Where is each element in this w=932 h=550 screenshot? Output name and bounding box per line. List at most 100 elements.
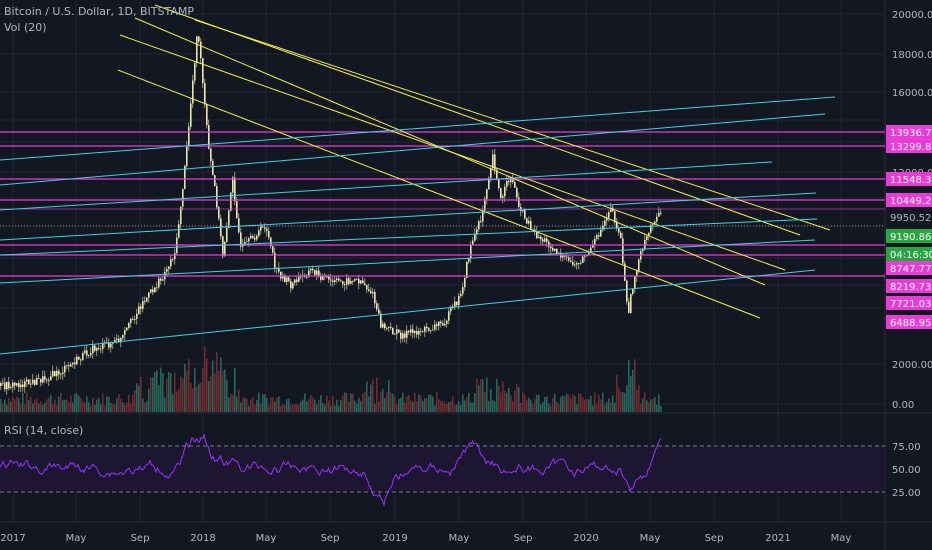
volume-bar [178,389,180,412]
volume-bar [532,403,534,412]
candle-body [62,372,64,374]
candle-body [430,330,432,332]
candle-body [112,342,114,344]
volume-bar [558,404,560,412]
volume-bar [246,399,248,412]
time-scale[interactable]: 2017 May Sep 2018 May Sep 2019 May Sep 2020 May Sep… [0,533,851,544]
candle-body [86,350,88,356]
candle-body [196,36,198,64]
candle-body [46,379,48,381]
candle-body [12,382,14,388]
rsi-scale[interactable]: 75.00 50.00 25.00 [892,442,921,499]
volume-bar [14,399,16,412]
candle-body [206,104,208,126]
volume-bar [128,394,130,412]
candle-body [338,278,340,281]
time-tick-label: May [831,533,852,544]
candle-body [422,331,424,333]
volume-bar [156,370,158,412]
volume-bar [654,396,656,412]
candle-body [550,246,552,249]
price-badge [886,193,932,207]
candle-body [224,241,226,257]
volume-bar [312,397,314,412]
candle-body [476,229,478,235]
candle-body [548,241,550,247]
volume-bar [190,382,192,412]
candle-body [360,280,362,284]
volume-bar [542,402,544,412]
trend-lines[interactable] [0,4,836,355]
candle-body [656,216,658,222]
candle-body [450,308,452,312]
candle-body [578,263,580,264]
volume-bar [46,399,48,412]
volume-bar [360,401,362,412]
volume-bar [656,404,658,412]
price-badge-label: 8747.77 [890,264,931,275]
candle-body [294,279,296,283]
volume-bar [434,405,436,412]
volume-bar [122,402,124,412]
volume-bar [288,398,290,412]
candle-body [474,234,476,241]
candle-body [308,270,310,277]
volume-bar [640,403,642,412]
candle-body [42,376,44,383]
volume-bar [530,399,532,412]
price-tick-label: 16000.00 [892,88,932,99]
volume-bar [376,377,378,412]
candle-body [144,301,146,302]
price-badge-label: 13299.82 [890,142,932,153]
symbol-title[interactable]: Bitcoin / U.S. Dollar, 1D, BITSTAMP [4,5,194,18]
volume-indicator-label[interactable]: Vol (20) [4,21,47,34]
volume-bar [228,397,230,412]
volume-bar [330,405,332,412]
candle-body [436,324,438,326]
horizontal-level-lines[interactable] [0,131,885,277]
candle-body [282,275,284,279]
volume-bar [442,400,444,412]
candle-body [372,292,374,294]
volume-bar [218,370,220,412]
volume-bar [208,380,210,412]
volume-bar [168,372,170,412]
rsi-indicator-label[interactable]: RSI (14, close) [4,424,84,437]
candle-body [198,36,200,42]
volume-bar [632,369,634,412]
candle-body [458,295,460,306]
candle-body [486,189,488,199]
candle-body [14,382,16,386]
candle-body [318,270,320,277]
candle-body [606,217,608,221]
volume-bar [150,377,152,412]
volume-bar [622,392,624,412]
candle-body [300,276,302,278]
candle-body [660,212,662,214]
candle-body [94,345,96,351]
volume-bar [170,373,172,412]
candle-body [28,379,30,385]
candle-body [162,279,164,281]
candle-body [540,236,542,240]
candle-body [352,280,354,282]
volume-bar [140,376,142,412]
volume-bar [332,395,334,412]
volume-bar [34,399,36,412]
volume-bar [230,393,232,412]
candle-body [130,318,132,323]
price-tick-label: 20000.00 [892,10,932,21]
candle-body [506,181,508,187]
candle-body [78,356,80,360]
price-scale[interactable]: 20000.0018000.0016000.0012000.002000.000… [886,10,932,411]
volume-bar [474,392,476,412]
candle-body [386,328,388,329]
volume-bar [528,397,530,412]
candle-body [466,261,468,278]
candle-body [614,211,616,223]
candle-body [480,221,482,223]
candle-body [232,177,234,193]
volume-bar [284,405,286,412]
candle-body [126,327,128,331]
